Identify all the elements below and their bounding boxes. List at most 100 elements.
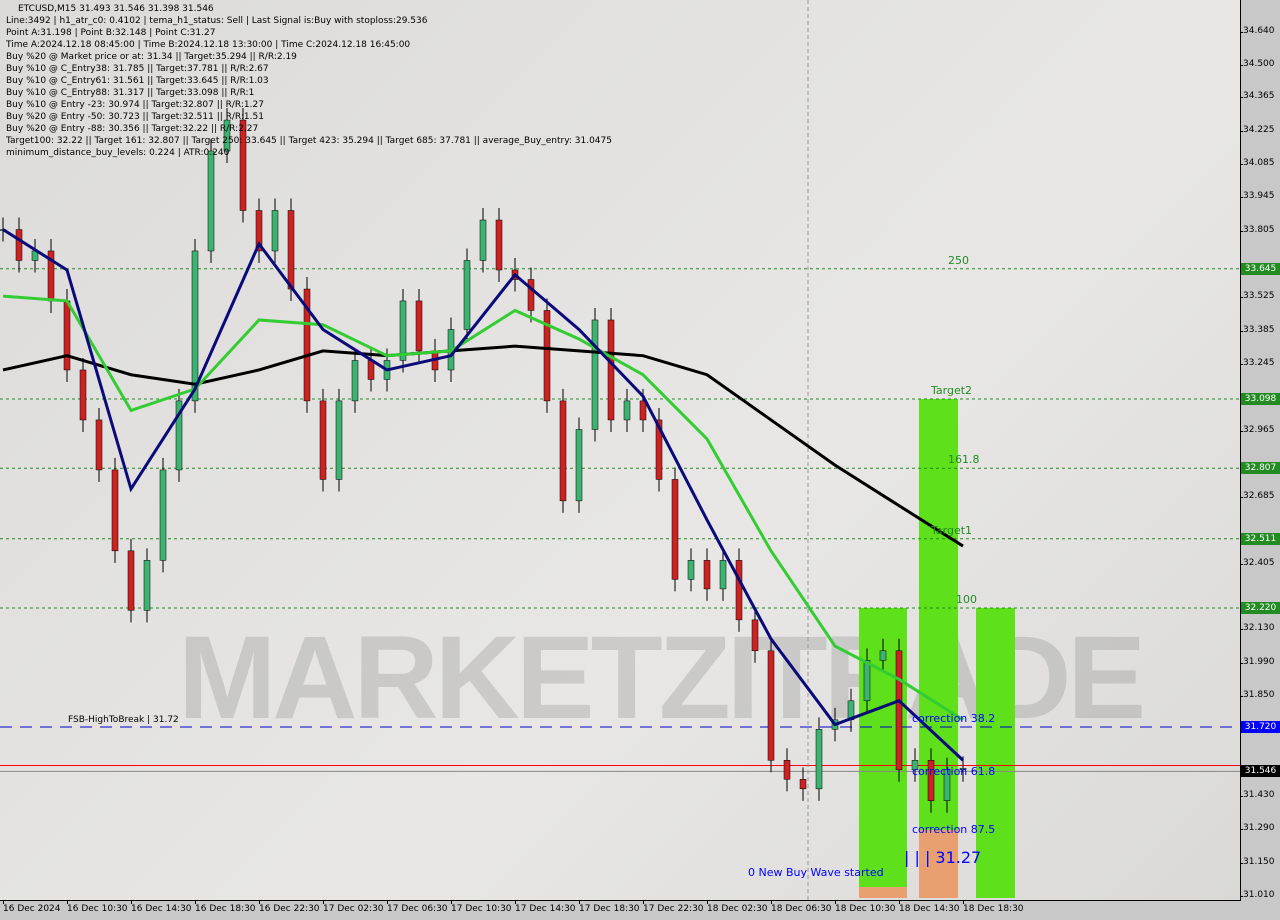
candle-body bbox=[367, 360, 375, 380]
candle-body bbox=[495, 219, 503, 271]
price-tick-label: 31.150 bbox=[1240, 856, 1275, 867]
price-chart bbox=[0, 0, 1240, 900]
candle-body bbox=[159, 469, 167, 561]
candle-body bbox=[63, 300, 71, 371]
time-tick-label: 17 Dec 14:30 bbox=[515, 900, 576, 914]
level-price-badge: 33.098 bbox=[1241, 392, 1280, 405]
candle-body bbox=[111, 469, 119, 552]
candle-body bbox=[255, 210, 263, 252]
info-line: Buy %10 @ C_Entry61: 31.561 || Target:33… bbox=[6, 76, 269, 86]
candle-body bbox=[799, 779, 807, 790]
candle-body bbox=[175, 400, 183, 471]
price-tick-label: 31.990 bbox=[1240, 656, 1275, 667]
price-tick-label: 32.130 bbox=[1240, 623, 1275, 634]
level-label: Target2 bbox=[931, 383, 973, 397]
candle-body bbox=[207, 150, 215, 252]
info-line: Buy %10 @ Entry -23: 30.974 || Target:32… bbox=[6, 100, 264, 110]
price-axis[interactable]: 34.640 34.500 34.365 34.225 34.085 33.945 33.8… bbox=[1240, 0, 1280, 900]
price-tick-label: 34.500 bbox=[1240, 59, 1275, 70]
price-tick-label: 31.430 bbox=[1240, 789, 1275, 800]
level-label: 100 bbox=[956, 592, 977, 606]
level-label: 250 bbox=[948, 253, 969, 267]
candle-body bbox=[415, 300, 423, 352]
level-label: Target1 bbox=[931, 523, 973, 537]
candle-body bbox=[223, 119, 231, 152]
candle-body bbox=[815, 729, 823, 790]
info-line: Point A:31.198 | Point B:32.148 | Point … bbox=[6, 28, 216, 38]
indicator-info-panel: ETCUSD,M15 31.493 31.546 31.398 31.546 L… bbox=[6, 3, 612, 159]
candle-body bbox=[943, 769, 951, 801]
candle-body bbox=[191, 250, 199, 402]
candle-body bbox=[127, 550, 135, 611]
candle-body bbox=[623, 400, 631, 421]
candle-body bbox=[719, 560, 727, 590]
annotation-label: | | | 31.27 bbox=[904, 848, 982, 867]
candle-body bbox=[591, 319, 599, 430]
price-tick-label: 33.525 bbox=[1240, 291, 1275, 302]
candle-body bbox=[751, 619, 759, 652]
price-tick-label: 33.245 bbox=[1240, 358, 1275, 368]
candle-body bbox=[143, 560, 151, 611]
price-tick-label: 31.290 bbox=[1240, 823, 1275, 834]
candle-body bbox=[703, 560, 711, 590]
annotation-label: 0 New Buy Wave started bbox=[748, 866, 884, 879]
candle-body bbox=[351, 360, 359, 402]
candle-body bbox=[399, 300, 407, 361]
time-tick-label: 17 Dec 10:30 bbox=[451, 900, 512, 914]
candle-body bbox=[271, 210, 279, 252]
candle-body bbox=[287, 210, 295, 290]
candle-body bbox=[639, 400, 647, 421]
fsb-label: FSB-HighToBreak | 31.72 bbox=[68, 714, 179, 725]
info-line: Buy %20 @ Entry -50: 30.723 || Target:32… bbox=[6, 112, 264, 122]
time-tick-label: 16 Dec 2024 bbox=[3, 900, 61, 914]
candle-body bbox=[863, 660, 871, 702]
time-tick-label: 18 Dec 06:30 bbox=[771, 900, 832, 914]
candle-body bbox=[527, 279, 535, 311]
time-tick-label: 17 Dec 02:30 bbox=[323, 900, 384, 914]
time-tick-label: 16 Dec 14:30 bbox=[131, 900, 192, 914]
target-zone-1 bbox=[919, 398, 958, 898]
candle-body bbox=[911, 760, 919, 771]
annotation-label: correction 87.5 bbox=[912, 823, 996, 836]
annotation-label: correction 38.2 bbox=[912, 712, 996, 725]
price-tick-label: 33.385 bbox=[1240, 324, 1275, 335]
candle-body bbox=[95, 419, 103, 471]
candle-body bbox=[927, 760, 935, 801]
info-line: Buy %10 @ C_Entry88: 31.317 || Target:33… bbox=[6, 88, 255, 98]
candle-body bbox=[15, 229, 23, 261]
candle-body bbox=[655, 419, 663, 480]
time-tick-label: 18 Dec 18:30 bbox=[963, 900, 1024, 914]
price-tick-label: 32.405 bbox=[1240, 557, 1275, 568]
current-price-badge: 31.546 bbox=[1241, 765, 1280, 778]
chart-title: ETCUSD,M15 31.493 31.546 31.398 31.546 bbox=[18, 4, 214, 14]
candle-body bbox=[767, 650, 775, 761]
moving-average-line bbox=[2, 294, 964, 722]
fsb-price-badge: 31.720 bbox=[1241, 720, 1280, 733]
candle-body bbox=[607, 319, 615, 421]
candle-body bbox=[559, 400, 567, 502]
time-tick-label: 16 Dec 10:30 bbox=[67, 900, 128, 914]
candle-body bbox=[895, 650, 903, 771]
price-tick-label: 32.685 bbox=[1240, 491, 1275, 502]
time-tick-label: 17 Dec 22:30 bbox=[643, 900, 704, 914]
price-tick-label: 33.945 bbox=[1240, 191, 1275, 202]
price-tick-label: 34.225 bbox=[1240, 124, 1275, 135]
price-tick-label: 31.850 bbox=[1240, 690, 1275, 701]
candle-body bbox=[543, 310, 551, 402]
level-price-badge: 33.645 bbox=[1241, 262, 1280, 275]
price-tick-label: 34.640 bbox=[1240, 26, 1275, 36]
price-tick-label: 34.365 bbox=[1240, 91, 1275, 102]
level-price-badge: 32.807 bbox=[1241, 462, 1280, 475]
chart-plot-area[interactable]: MARKETZITRADE ETCUSD,M15 31.493 31.546 3… bbox=[0, 0, 1241, 901]
time-tick-label: 18 Dec 10:30 bbox=[835, 900, 896, 914]
level-price-badge: 32.220 bbox=[1241, 601, 1280, 614]
candle-body bbox=[783, 760, 791, 780]
candle-body bbox=[79, 369, 87, 421]
candle-body bbox=[303, 288, 311, 402]
candle-body bbox=[687, 560, 695, 580]
info-line: Line:3492 | h1_atr_c0: 0.4102 | tema_h1_… bbox=[6, 16, 428, 26]
candle-body bbox=[959, 768, 967, 771]
info-line: Buy %10 @ C_Entry38: 31.785 || Target:37… bbox=[6, 64, 269, 74]
time-axis[interactable]: 16 Dec 2024 16 Dec 10:30 16 Dec 14:30 16 De… bbox=[0, 900, 1280, 920]
target-zone-2 bbox=[976, 607, 1015, 898]
